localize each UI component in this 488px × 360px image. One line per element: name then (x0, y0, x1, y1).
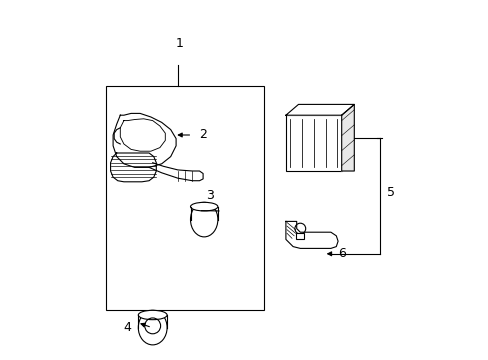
Text: 4: 4 (123, 321, 131, 334)
Text: 5: 5 (386, 186, 394, 199)
Ellipse shape (190, 202, 218, 211)
Polygon shape (113, 113, 176, 167)
Text: 1: 1 (175, 37, 183, 50)
Bar (106, 86, 264, 310)
Polygon shape (341, 104, 354, 171)
Bar (285, 115, 341, 171)
Polygon shape (110, 153, 156, 182)
Text: 2: 2 (199, 129, 207, 141)
Polygon shape (285, 221, 337, 248)
Bar (296, 233, 304, 239)
Polygon shape (149, 163, 203, 181)
Ellipse shape (190, 202, 218, 237)
Polygon shape (285, 104, 354, 115)
Ellipse shape (138, 310, 167, 320)
Text: 3: 3 (205, 189, 213, 202)
Ellipse shape (138, 310, 167, 345)
Text: 6: 6 (337, 247, 346, 260)
